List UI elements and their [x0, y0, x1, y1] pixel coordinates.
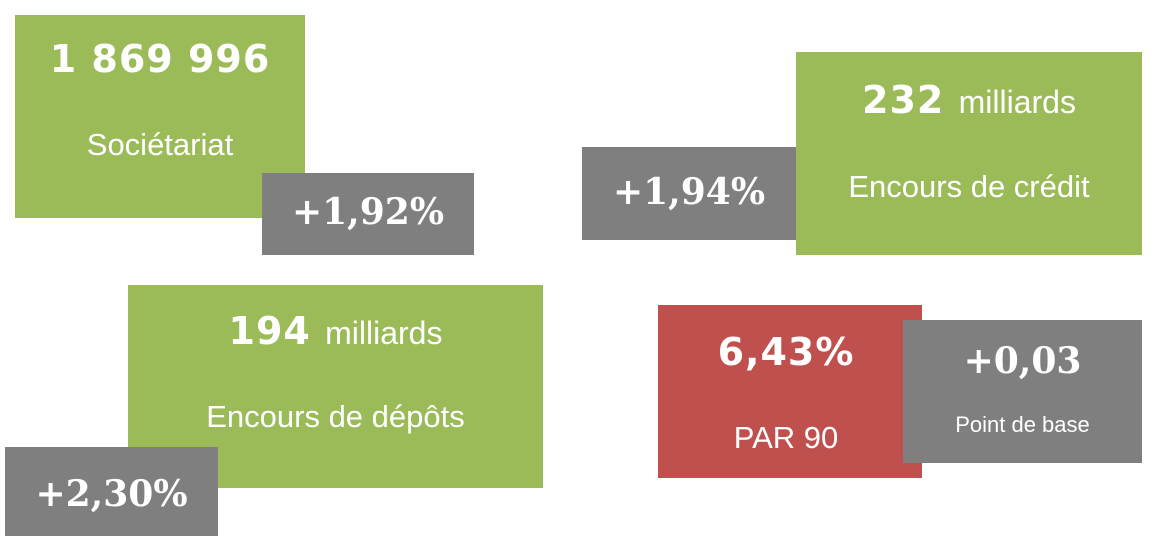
change-label: Point de base [955, 412, 1090, 437]
card-label: PAR 90 [733, 420, 839, 455]
card-value: 1 869 996 [49, 37, 271, 81]
change-value: +1,94% [612, 171, 766, 213]
card: 1 869 996 Sociétariat [15, 15, 305, 218]
card-value-line: 232 milliards [796, 78, 1142, 122]
change-box: +1,94% [582, 147, 796, 240]
change-value: +2,30% [35, 473, 188, 515]
change-box: +0,03 Point de base [903, 320, 1142, 463]
card-value: 6,43% [717, 330, 855, 374]
change-box: +2,30% [5, 447, 218, 536]
card-value: 194 [228, 309, 311, 353]
card: 232 milliards Encours de crédit [796, 52, 1142, 255]
card: 6,43% PAR 90 [658, 305, 922, 478]
change-value: +1,92% [291, 191, 445, 233]
card-label: Encours de dépôts [206, 399, 465, 434]
change-box: +1,92% [262, 173, 474, 255]
card-label: Encours de crédit [848, 169, 1090, 204]
card-unit: milliards [958, 84, 1076, 120]
card-unit: milliards [325, 315, 443, 351]
card-label: Sociétariat [86, 127, 234, 162]
change-value: +0,03 [963, 340, 1082, 382]
card-value: 232 [862, 78, 945, 122]
card-value-line: 194 milliards [128, 309, 543, 353]
